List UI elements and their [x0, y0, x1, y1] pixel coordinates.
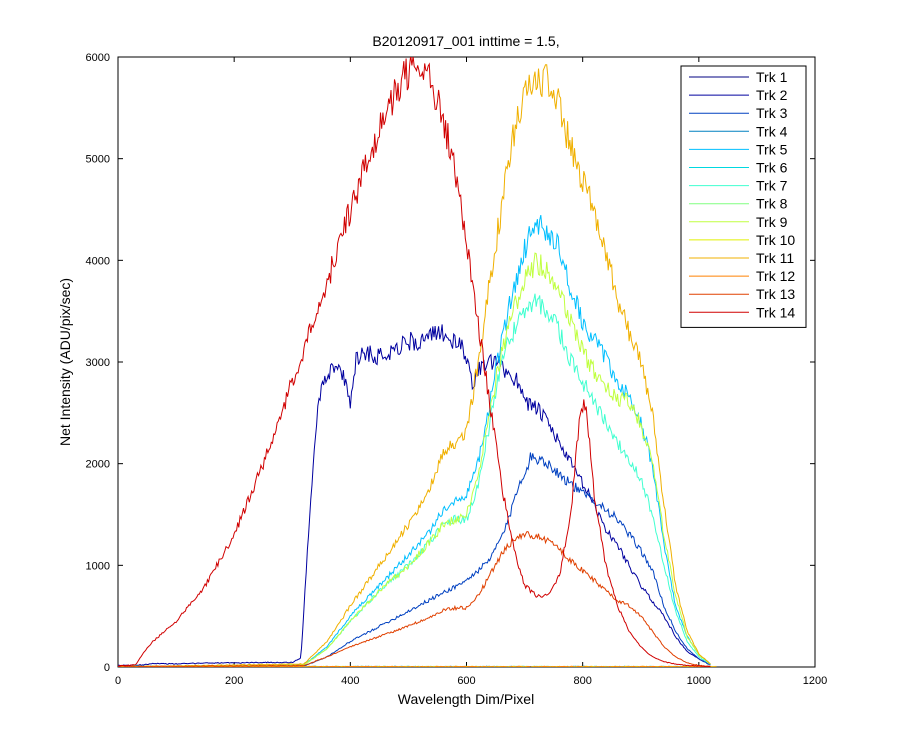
legend-label: Trk 4 [756, 123, 788, 139]
y-tick-label: 1000 [86, 560, 110, 572]
legend-label: Trk 2 [756, 87, 788, 103]
chart-title: B20120917_001 inttime = 1.5, [372, 33, 559, 49]
legend-label: Trk 7 [756, 178, 788, 194]
series-line [118, 324, 711, 667]
x-tick-label: 0 [115, 675, 121, 687]
x-tick-label: 1200 [803, 675, 827, 687]
legend-label: Trk 6 [756, 160, 788, 176]
legend-label: Trk 9 [756, 214, 788, 230]
legend-box [680, 65, 807, 328]
y-tick-label: 4000 [86, 255, 110, 267]
legend-label: Trk 14 [756, 304, 795, 320]
legend-label: Trk 11 [756, 250, 794, 266]
y-tick-label: 5000 [86, 154, 110, 166]
legend-label: Trk 1 [756, 69, 788, 85]
legend: Trk 1 Trk 2 Trk 3 Trk 4 Trk 5 Trk 6 Trk 7 Trk 8… [680, 65, 807, 328]
x-tick-label: 600 [457, 675, 475, 687]
series-line [118, 57, 711, 667]
legend-label: Trk 10 [756, 232, 795, 248]
y-axis-label: Net Intensity (ADU/pix/sec) [57, 278, 73, 446]
x-tick-label: 800 [573, 675, 591, 687]
x-tick-label: 1000 [687, 675, 711, 687]
series-lines [118, 57, 717, 667]
series-line [118, 64, 711, 667]
axis-ticks: 0 200 400 600 800 1000 1200 0 1000 2000 3000 4000 50… [86, 52, 828, 687]
x-tick-label: 400 [341, 675, 359, 687]
legend-label: Trk 13 [756, 286, 795, 302]
legend-label: Trk 3 [756, 105, 788, 121]
legend-label: Trk 12 [756, 268, 795, 284]
y-tick-label: 2000 [86, 459, 110, 471]
y-tick-label: 3000 [86, 357, 110, 369]
legend-label: Trk 8 [756, 196, 788, 212]
y-tick-label: 6000 [86, 52, 110, 64]
legend-label: Trk 5 [756, 141, 788, 157]
x-tick-label: 200 [225, 675, 243, 687]
y-tick-label: 0 [104, 662, 110, 674]
series-line [118, 531, 711, 667]
x-axis-label: Wavelength Dim/Pixel [398, 691, 534, 707]
